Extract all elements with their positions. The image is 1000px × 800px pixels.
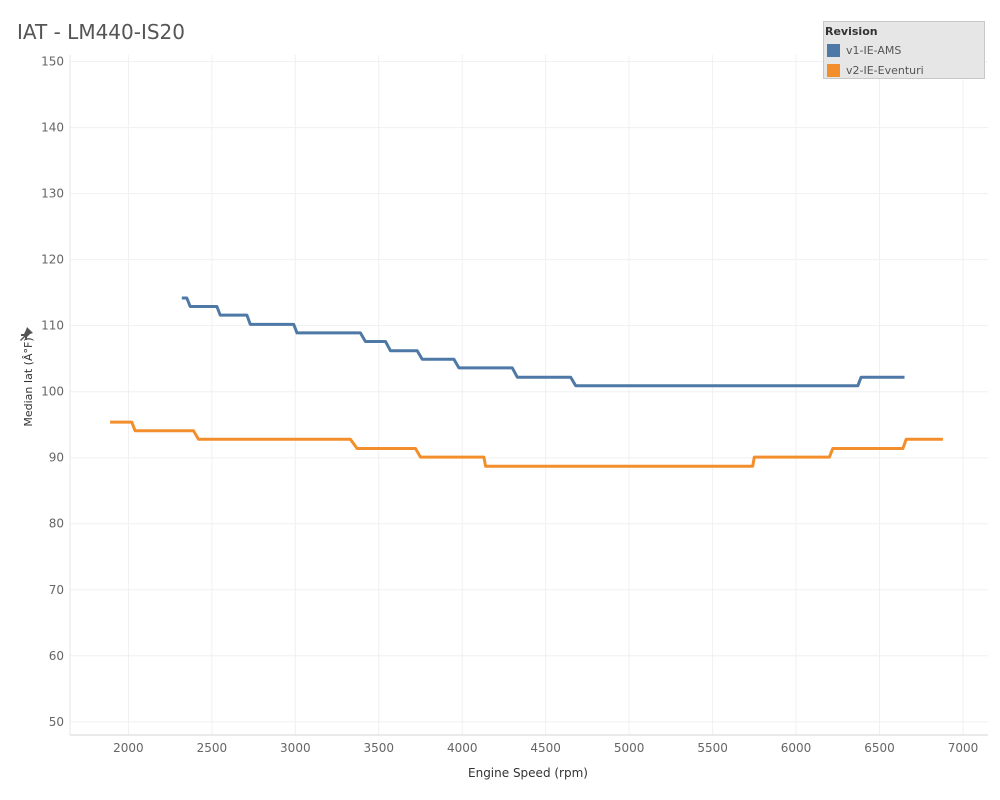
chart-title: IAT - LM440-IS20 [17, 20, 186, 44]
x-tick-label: 2500 [197, 741, 228, 755]
x-tick-label: 3500 [364, 741, 395, 755]
grid [70, 55, 988, 735]
y-tick-label: 110 [41, 319, 64, 333]
series-line-1 [181, 296, 905, 388]
x-tick-label: 5500 [697, 741, 728, 755]
x-tick-label: 3000 [280, 741, 311, 755]
y-tick-label: 150 [41, 55, 64, 69]
x-axis-title: Engine Speed (rpm) [468, 766, 588, 780]
legend: Revision v1-IE-AMS v2-IE-Eventuri [823, 21, 985, 79]
legend-swatch [827, 43, 840, 57]
x-tick-label: 6000 [781, 741, 812, 755]
y-tick-label: 100 [41, 385, 64, 399]
x-tick-label: 4000 [447, 741, 478, 755]
y-tick-label: 70 [49, 583, 64, 597]
x-tick-label: 7000 [948, 741, 979, 755]
y-tick-label: 140 [41, 121, 64, 135]
y-tick-label: 120 [41, 253, 64, 267]
y-tick-label: 130 [41, 187, 64, 201]
y-tick-label: 80 [49, 517, 64, 531]
legend-label: v2-IE-Eventuri [846, 63, 924, 77]
x-tick-label: 4500 [530, 741, 561, 755]
y-axis-title: Median Iat (Â°F) [22, 337, 35, 426]
y-tick-label: 90 [49, 451, 64, 465]
pin-icon[interactable] [18, 326, 34, 342]
y-tick-label: 60 [49, 649, 64, 663]
axis-labels: Engine Speed (rpm) Median Iat (Â°F) [22, 337, 588, 780]
x-tick-label: 2000 [113, 741, 144, 755]
legend-item-v2-ie-eventuri[interactable]: v2-IE-Eventuri [827, 62, 924, 78]
axes: 2000 2500 3000 3500 4000 4500 5000 5500 6000 6500… [41, 55, 988, 755]
series [110, 296, 943, 468]
x-tick-label: 6500 [864, 741, 895, 755]
x-tick-label: 5000 [614, 741, 645, 755]
legend-swatch [827, 63, 840, 77]
legend-label: v1-IE-AMS [846, 43, 902, 57]
legend-title: Revision [825, 25, 878, 38]
legend-item-v1-ie-ams[interactable]: v1-IE-AMS [827, 42, 901, 58]
series-line-2 [110, 420, 943, 468]
y-tick-label: 50 [49, 715, 64, 729]
